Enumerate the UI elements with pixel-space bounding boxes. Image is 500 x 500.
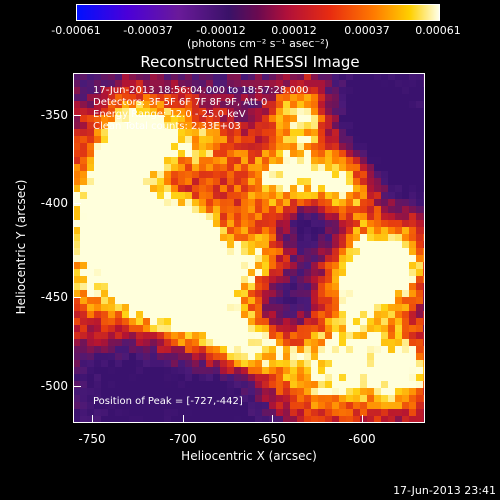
x-tick-label: -750 [78, 432, 106, 446]
colorbar [76, 4, 440, 21]
y-tick-mark [73, 297, 81, 298]
rhessi-image: 17-Jun-2013 18:56:04.000 to 18:57:28.000… [73, 73, 425, 423]
colorbar-tick: -0.00037 [123, 24, 173, 37]
peak-position-text: Position of Peak = [-727,-442] [93, 396, 243, 407]
x-tick-mark [272, 415, 273, 423]
x-tick-label: -600 [348, 432, 376, 446]
x-tick-mark [183, 415, 184, 423]
y-tick-mark [73, 386, 81, 387]
timestamp: 17-Jun-2013 23:41 [393, 484, 496, 497]
y-tick-label: -400 [40, 196, 68, 210]
y-tick-label: -500 [40, 379, 68, 393]
y-tick-mark [73, 203, 81, 204]
x-axis-label: Heliocentric X (arcsec) [181, 449, 317, 463]
x-tick-mark [92, 415, 93, 423]
colorbar-tick: 0.00061 [415, 24, 461, 37]
y-tick-label: -450 [40, 290, 68, 304]
colorbar-tick: -0.00012 [196, 24, 246, 37]
x-tick-label: -700 [169, 432, 197, 446]
colorbar-unit-label: (photons cm⁻² s⁻¹ asec⁻²) [187, 37, 329, 50]
time-range-text: 17-Jun-2013 18:56:04.000 to 18:57:28.000 [93, 85, 309, 96]
intensity-map [73, 73, 425, 423]
image-title: Reconstructed RHESSI Image [140, 53, 360, 71]
y-tick-label: -350 [40, 108, 68, 122]
y-axis-label: Heliocentric Y (arcsec) [14, 179, 28, 315]
clean-counts-text: Clean Total counts: 2.33E+03 [93, 121, 241, 132]
y-tick-mark [73, 115, 81, 116]
detectors-text: Detectors: 3F 5F 6F 7F 8F 9F, Att 0 [93, 97, 268, 108]
energy-range-text: Energy Range: 12.0 - 25.0 keV [93, 109, 246, 120]
colorbar-tick: 0.00012 [271, 24, 317, 37]
x-tick-label: -650 [258, 432, 286, 446]
x-tick-mark [362, 415, 363, 423]
colorbar-tick: -0.00061 [51, 24, 101, 37]
colorbar-tick: 0.00037 [344, 24, 390, 37]
